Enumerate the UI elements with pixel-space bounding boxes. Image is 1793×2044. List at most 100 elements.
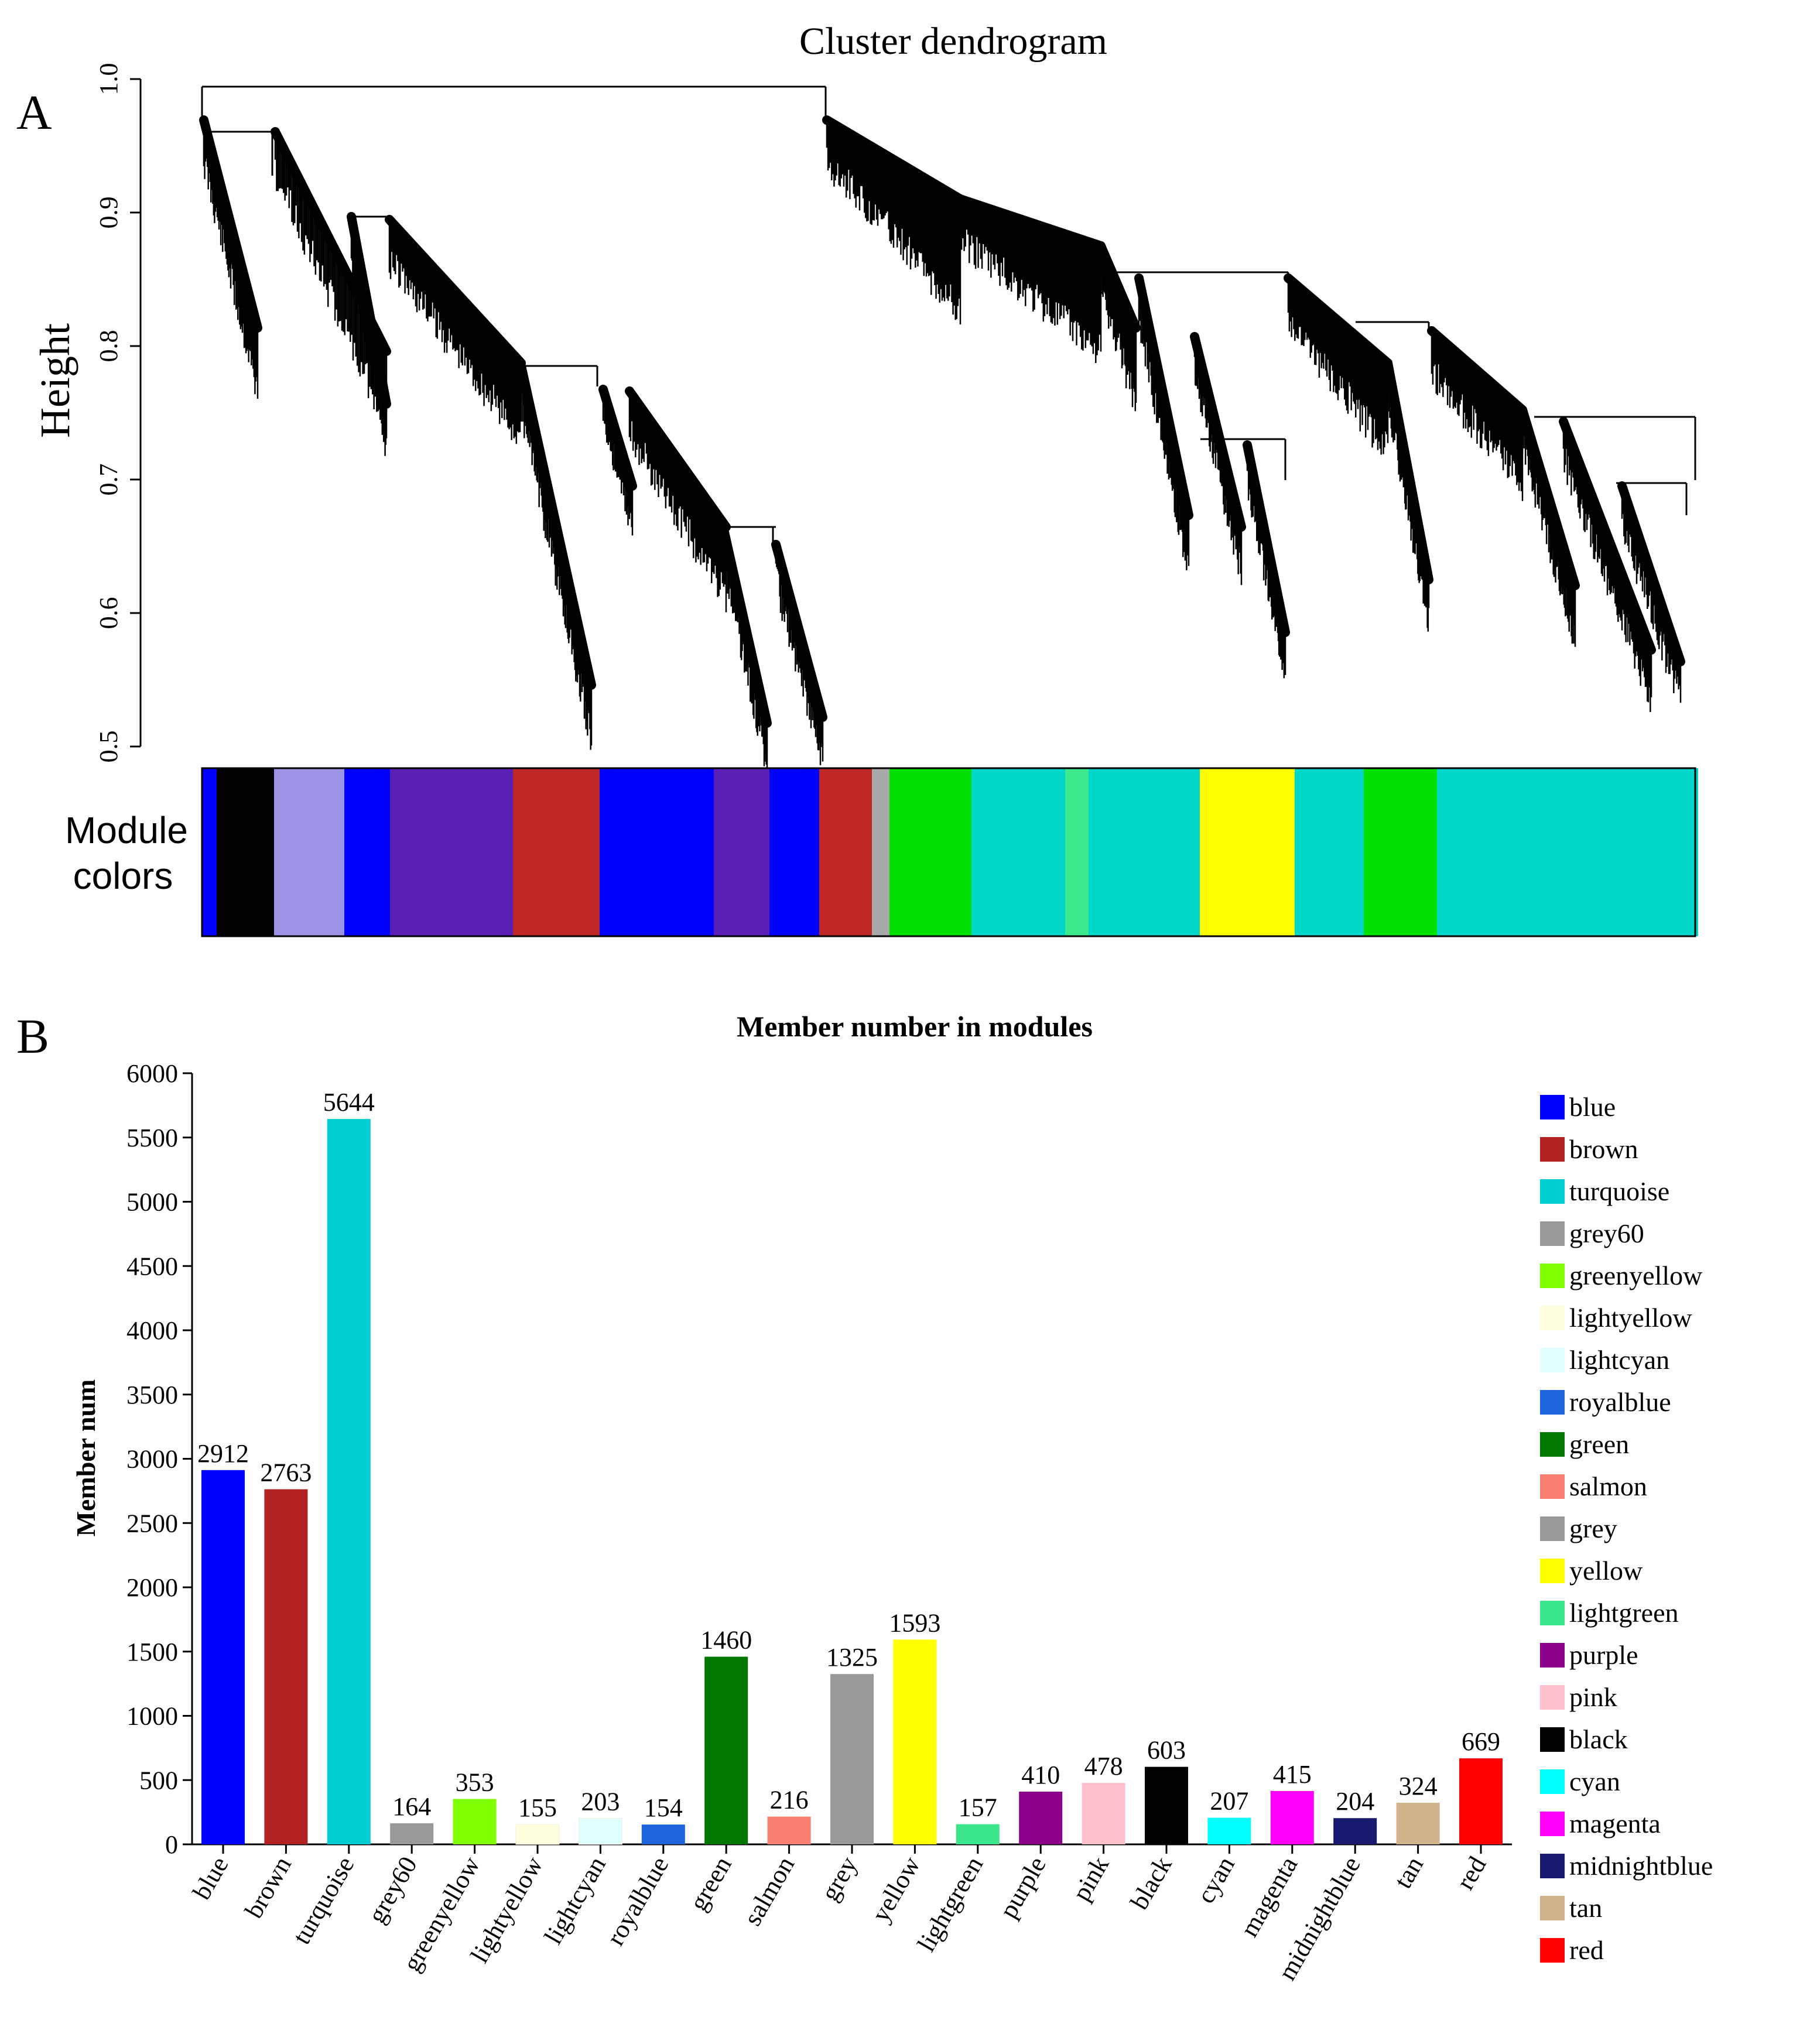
legend-swatch-turquoise [1540,1179,1565,1204]
bar-category-label: pink [1067,1852,1115,1906]
legend: bluebrownturquoisegrey60greenyellowlight… [1540,1092,1713,1965]
bar-value-label: 2763 [260,1458,312,1487]
bar-value-labels: 2912 2763 5644 164 353 155 203 154 1460 216 1325 15… [197,1088,1500,1822]
dendrogram-ylabel: Height [32,323,78,438]
bar-category-label: royalblue [601,1852,675,1950]
bar-lightyellow [515,1824,560,1845]
legend-label: cyan [1569,1766,1620,1796]
dendrogram-branch [1559,417,1656,655]
dendrogram-title: Cluster dendrogram [799,20,1107,63]
legend-label: yellow [1569,1556,1643,1586]
bar-chart-ylabel: Member num [71,1379,101,1537]
legend-swatch-lightgreen [1540,1601,1565,1625]
legend-swatch-salmon [1540,1474,1565,1499]
dendrogram-branch [1617,481,1685,666]
module-color-segment [202,768,217,936]
module-color-segment [600,768,714,936]
bar-brown [264,1489,308,1844]
dendrogram-y-tick-label: 0.8 [94,330,123,362]
bar-magenta [1270,1790,1314,1844]
bar-midnightblue [1333,1818,1377,1844]
bar-category-label: red [1450,1852,1492,1895]
bar-turquoise [327,1119,371,1844]
bar-y-tick-label: 5500 [126,1124,178,1152]
legend-label: royalblue [1569,1387,1671,1417]
legend-swatch-midnightblue [1540,1854,1565,1878]
module-color-segment [1200,768,1295,936]
module-color-segment [819,768,872,936]
dendrogram-branch [598,385,637,491]
bar-value-label: 1325 [826,1643,878,1672]
bar-purple [1019,1792,1063,1844]
legend-swatch-pink [1540,1685,1565,1710]
dendrogram-branch [822,115,965,204]
legend-swatch-green [1540,1432,1565,1457]
bar-value-label: 478 [1084,1752,1123,1781]
bar-value-label: 1460 [700,1626,752,1655]
bar-tan [1396,1802,1440,1844]
bar-value-label: 157 [959,1793,997,1822]
legend-swatch-grey60 [1540,1221,1565,1246]
legend-label: tan [1569,1893,1602,1923]
dendrogram-branch [1518,405,1580,590]
legend-label: grey60 [1569,1218,1644,1248]
legend-swatch-black [1540,1727,1565,1752]
legend-label: lightgreen [1569,1598,1679,1628]
bar-value-label: 410 [1021,1761,1060,1789]
legend-swatch-cyan [1540,1769,1565,1794]
bar-category-label: magenta [1235,1852,1303,1942]
bar-value-label: 324 [1399,1772,1438,1800]
module-colors-label-line2: colors [73,855,173,897]
bar-y-tick-label: 2500 [126,1509,178,1538]
legend-label: grey [1569,1514,1617,1543]
module-color-strip [202,768,1698,936]
bar-y-tick-label: 500 [139,1766,178,1795]
bar-y-tick-label: 2000 [126,1573,178,1602]
bar-category-label: black [1125,1852,1178,1915]
dendrogram-y-tick-label: 0.5 [94,731,123,763]
module-color-segment [1364,768,1438,936]
dendrogram-branch [718,522,772,728]
legend-label: lightyellow [1569,1303,1692,1333]
dendrogram-branch [347,212,391,409]
dendrogram-branch [1427,326,1527,415]
module-color-segment [1437,768,1698,936]
bar-value-label: 415 [1273,1760,1312,1789]
legend-label: black [1569,1724,1628,1754]
bar-red [1459,1758,1503,1844]
panel-a: A Cluster dendrogram 0.50.60.70.80.91.0 … [16,20,1698,937]
legend-label: turquoise [1569,1176,1669,1206]
legend-swatch-brown [1540,1137,1565,1162]
legend-label: blue [1569,1092,1616,1122]
bar-yellow [893,1639,937,1844]
bar-y-axis: 0 500 1000 1500 2000 2500 3000 3500 4000 4500 5000… [126,1059,193,1859]
bar-category-label: brown [239,1852,297,1923]
module-color-segment [769,768,820,936]
dendrogram-y-tick-label: 0.6 [94,597,123,629]
bar-value-label: 2912 [197,1439,249,1468]
bar-y-tick-label: 4500 [126,1252,178,1281]
bar-category-label: tan [1388,1852,1429,1894]
dendrogram-branch [1383,358,1433,584]
legend-swatch-lightyellow [1540,1306,1565,1330]
legend-label: red [1569,1935,1604,1965]
bar-chart-title: Member number in modules [737,1010,1093,1043]
bar-blue [201,1470,245,1844]
module-color-segment [1089,768,1200,936]
bar-value-label: 155 [518,1793,557,1822]
dendrogram-branch [1134,273,1193,520]
module-color-segment [1295,768,1364,936]
bar-y-tick-label: 1000 [126,1702,178,1731]
dendrogram-branch [956,194,1106,251]
module-color-segment [344,768,391,936]
bar-value-label: 154 [644,1793,683,1822]
bar-royalblue [641,1824,685,1844]
bar-value-label: 353 [456,1768,494,1797]
bar-value-label: 216 [770,1786,809,1814]
module-color-segment [971,768,1066,936]
dendrogram-branch [1096,241,1141,333]
legend-label: lightcyan [1569,1345,1669,1375]
bar-black [1145,1766,1188,1844]
bar-x-axis [192,1843,1512,1854]
